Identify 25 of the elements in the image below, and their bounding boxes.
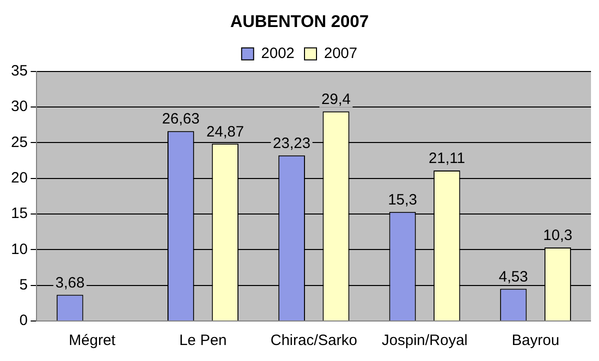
legend-label: 2007 [324,45,358,62]
x-tick-label: Chirac/Sarko [270,332,358,350]
data-label: 29,4 [321,90,351,108]
data-label: 26,63 [162,110,200,128]
data-label: 23,23 [272,134,310,152]
data-label: 10,3 [543,227,572,244]
data-label: 15,3 [388,192,418,209]
y-tick-label: 30 [10,98,28,116]
legend-label: 2002 [261,45,295,62]
x-tick-label: Bayrou [512,332,560,350]
data-label: 3,68 [55,274,85,292]
y-tick-label: 20 [10,170,28,187]
y-tick-label: 10 [10,240,28,258]
chart-title: AUBENTON 2007 [230,12,369,31]
data-label: 4,53 [498,268,528,286]
x-tick-label: Mégret [68,332,116,350]
x-tick-label: Le Pen [179,332,227,350]
y-tick-label: 35 [10,62,28,80]
data-label: 24,87 [206,123,244,140]
y-tick-label: 25 [10,134,28,151]
x-tick-label: Jospin/Royal [382,332,468,350]
y-tick-label: 5 [19,276,28,294]
data-label: 21,11 [428,150,466,168]
y-tick-label: 0 [19,312,28,330]
y-tick-label: 15 [10,205,28,222]
